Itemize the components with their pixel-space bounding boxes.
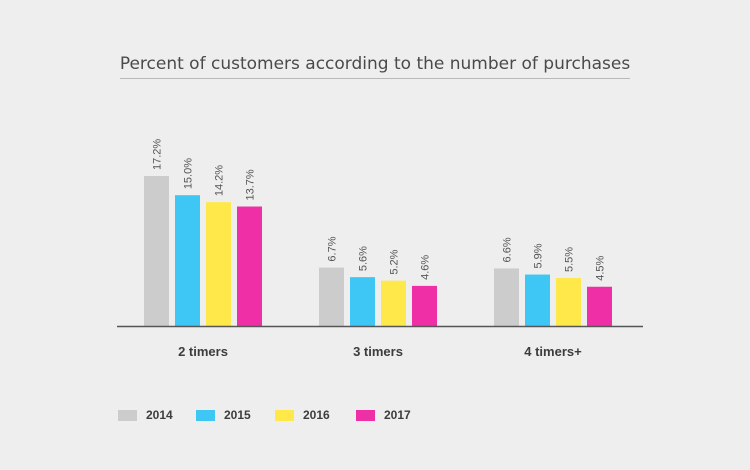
value-label-3-timers-2014: 6.7% bbox=[327, 236, 339, 261]
bar-4-timers-2015 bbox=[525, 274, 550, 326]
bar-2-timers-2016 bbox=[206, 202, 231, 326]
bar-3-timers-2016 bbox=[381, 280, 406, 326]
value-label-4-timers-2014: 6.6% bbox=[502, 237, 514, 262]
bar-3-timers-2014 bbox=[319, 267, 344, 326]
legend-swatch-2014 bbox=[118, 409, 137, 421]
value-label-4-timers-2017: 4.5% bbox=[595, 255, 607, 280]
value-label-3-timers-2016: 5.2% bbox=[389, 249, 401, 274]
bar-2-timers-2015 bbox=[175, 195, 200, 326]
legend-label-2015: 2015 bbox=[224, 408, 251, 422]
bar-3-timers-2017 bbox=[412, 285, 437, 326]
value-label-2-timers-2015: 15.0% bbox=[183, 158, 195, 189]
legend-label-2014: 2014 bbox=[146, 408, 173, 422]
legend-item-2014: 2014 bbox=[118, 406, 173, 424]
value-label-4-timers-2016: 5.5% bbox=[564, 247, 576, 272]
value-label-4-timers-2015: 5.9% bbox=[533, 243, 545, 268]
legend-label-2016: 2016 bbox=[303, 408, 330, 422]
value-label-2-timers-2017: 13.7% bbox=[245, 169, 257, 200]
chart-title: Percent of customers according to the nu… bbox=[119, 54, 631, 79]
category-label-2-timers: 2 timers bbox=[178, 344, 228, 359]
legend-label-2017: 2017 bbox=[384, 408, 411, 422]
legend-swatch-2015 bbox=[196, 409, 215, 421]
bar-2-timers-2017 bbox=[237, 206, 262, 326]
bar-4-timers-2016 bbox=[556, 278, 581, 326]
value-label-2-timers-2014: 17.2% bbox=[152, 139, 164, 170]
legend-item-2015: 2015 bbox=[196, 406, 251, 424]
bar-4-timers-2014 bbox=[494, 268, 519, 326]
legend-swatch-2016 bbox=[275, 409, 294, 421]
legend-item-2017: 2017 bbox=[356, 406, 411, 424]
category-label-4-timers: 4 timers+ bbox=[524, 344, 582, 359]
value-label-3-timers-2015: 5.6% bbox=[358, 246, 370, 271]
value-label-2-timers-2016: 14.2% bbox=[214, 165, 226, 196]
bar-3-timers-2015 bbox=[350, 277, 375, 326]
legend-swatch-2017 bbox=[356, 409, 375, 421]
value-label-3-timers-2017: 4.6% bbox=[420, 255, 432, 280]
legend-item-2016: 2016 bbox=[275, 406, 330, 424]
bar-2-timers-2014 bbox=[144, 176, 169, 326]
category-label-3-timers: 3 timers bbox=[353, 344, 403, 359]
bar-4-timers-2017 bbox=[587, 286, 612, 326]
